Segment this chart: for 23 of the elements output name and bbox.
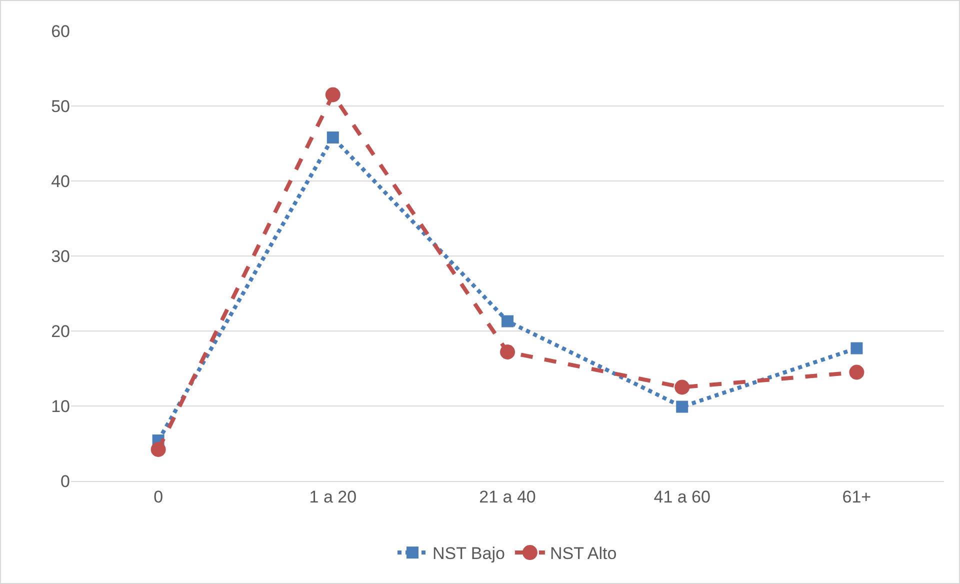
legend-label: NST Alto [550,544,617,564]
y-tick-label: 50 [51,96,70,116]
point [325,87,340,102]
y-tick-label: 0 [60,472,70,491]
x-tick-label: 41 a 60 [654,487,710,506]
x-tick-label: 1 a 20 [309,487,357,506]
point [674,380,690,395]
y-tick-label: 40 [51,172,70,191]
y-tick-label: 10 [51,396,70,416]
legend-label: NST Bajo [432,544,505,564]
point [150,442,166,457]
y-tick-label: 30 [51,246,70,266]
point [849,364,864,380]
x-tick-label: 0 [154,487,164,506]
x-tick-label: 21 a 40 [479,487,536,506]
point [502,315,514,328]
y-tick-label: 60 [51,22,70,41]
point [850,342,863,354]
y-tick-label: 20 [51,322,70,341]
x-tick-label: 61+ [842,487,872,506]
point [326,132,339,144]
point [500,344,515,360]
point [676,400,688,413]
